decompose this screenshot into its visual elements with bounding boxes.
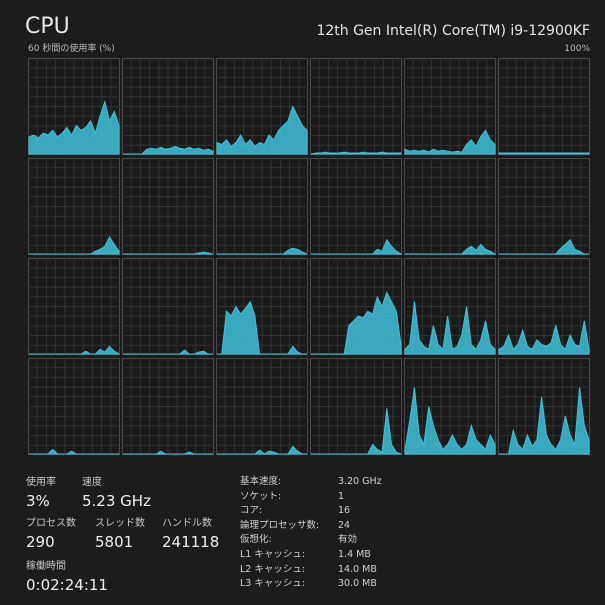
usage-area (405, 243, 496, 255)
usage-area (29, 235, 120, 255)
usage-area (29, 448, 119, 455)
core-graph (122, 258, 214, 355)
usage-area (404, 387, 496, 455)
core-graph (404, 258, 496, 355)
usage-area (311, 408, 402, 455)
graph-label: 60 秒間の使用率 (%) (28, 44, 115, 54)
spec-label: ソケット: (240, 490, 282, 502)
core-graph (122, 58, 214, 155)
spec-value: 1 (338, 490, 345, 502)
core-graph (310, 158, 402, 255)
stat-label: 稼働時間 (26, 561, 66, 572)
spec-label: コア: (240, 505, 263, 517)
usage-area (499, 238, 589, 255)
usage-area (217, 247, 308, 255)
core-graph (28, 358, 120, 455)
core-graph (498, 358, 590, 455)
usage-area (123, 349, 213, 355)
usage-area (404, 129, 496, 155)
spec-label: L2 キャッシュ: (240, 563, 306, 575)
core-graph (404, 58, 496, 155)
usage-area (404, 301, 496, 355)
usage-area (29, 345, 120, 355)
core-graph (28, 58, 120, 155)
stat-label: プロセス数 (26, 518, 76, 529)
usage-area (217, 300, 307, 355)
spec-value: 30.0 MB (338, 578, 377, 590)
core-graph (310, 58, 402, 155)
stat-value: 0:02:24:11 (26, 576, 108, 594)
stat-label: 速度 (82, 477, 102, 488)
usage-area (311, 290, 402, 355)
max-label: 100% (564, 44, 590, 54)
usage-area (311, 238, 402, 255)
stat-label: 使用率 (26, 477, 56, 488)
core-graph (498, 158, 590, 255)
title: CPU (25, 14, 70, 39)
spec-value: 24 (338, 519, 351, 531)
core-graph (310, 358, 402, 455)
core-graph (498, 258, 590, 355)
spec-value: 14.0 MB (338, 563, 377, 575)
spec-value: 1.4 MB (338, 549, 371, 560)
core-graph (216, 258, 308, 355)
usage-area (498, 152, 590, 155)
core-graph (310, 258, 402, 355)
usage-area (498, 320, 590, 355)
usage-area (28, 99, 120, 155)
stat-value: 5801 (95, 533, 134, 551)
spec-label: L1 キャッシュ: (240, 549, 306, 560)
usage-area (217, 445, 307, 455)
spec-label: 仮想化: (240, 534, 272, 546)
stat-value: 5.23 GHz (82, 492, 151, 510)
core-graph (216, 158, 308, 255)
core-graph (122, 358, 214, 455)
core-graph (498, 58, 590, 155)
spec-label: 基本速度: (240, 476, 282, 487)
usage-area (499, 387, 590, 455)
core-graph (28, 158, 120, 255)
core-graph (28, 258, 120, 355)
core-graph (404, 358, 496, 455)
spec-value: 3.20 GHz (338, 476, 382, 487)
usage-area (123, 145, 214, 155)
core-graph (404, 158, 496, 255)
stat-value: 290 (26, 533, 55, 551)
core-graph (216, 358, 308, 455)
cpu-name: 12th Gen Intel(R) Core(TM) i9-12900KF (316, 23, 590, 39)
usage-area (123, 251, 214, 255)
usage-area (216, 105, 308, 155)
usage-area (123, 450, 213, 455)
core-graph (122, 158, 214, 255)
stat-label: スレッド数 (95, 518, 145, 529)
spec-value: 16 (338, 505, 351, 517)
stat-value: 241118 (162, 533, 220, 551)
spec-value: 有効 (338, 534, 358, 546)
stat-label: ハンドル数 (162, 518, 212, 529)
usage-area (310, 151, 402, 155)
spec-label: L3 キャッシュ: (240, 578, 306, 590)
spec-label: 論理プロセッサ数: (240, 519, 320, 531)
stat-value: 3% (26, 492, 50, 510)
core-graph (216, 58, 308, 155)
